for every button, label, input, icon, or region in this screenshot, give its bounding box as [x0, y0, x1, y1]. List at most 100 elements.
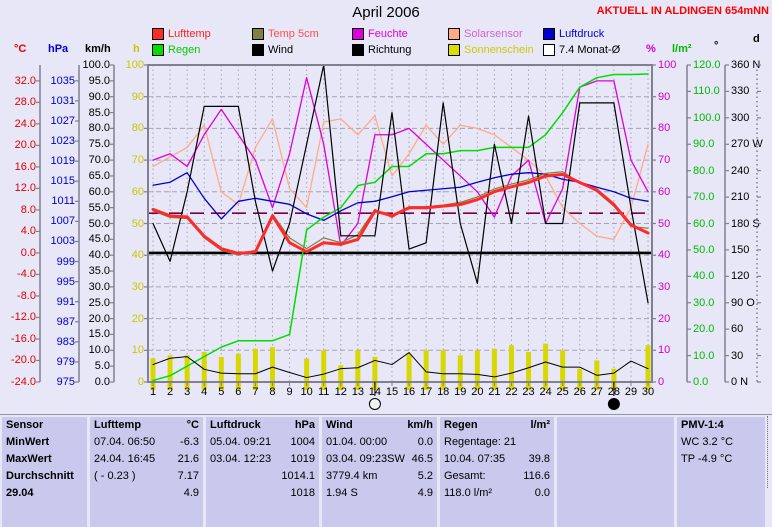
tick-label-h: 20 — [131, 312, 144, 325]
tick-label-deg: 270 W — [731, 138, 763, 151]
table-cell: 1014.1 — [210, 468, 315, 485]
day-label: 23 — [522, 386, 535, 398]
tick-label-deg: 0 N — [731, 376, 749, 388]
day-label: 30 — [641, 386, 655, 398]
cell-text: PMV-1:4 — [681, 419, 724, 431]
tick-label-temp: -12.0 — [10, 311, 36, 324]
tick-label-kmh: 90.0 — [88, 90, 110, 103]
tick-label-pct: 80 — [658, 122, 671, 135]
tick-label-lm2: 70.0 — [693, 191, 715, 204]
cell-text: 03.04. 09:23SW — [326, 453, 405, 465]
tick-label-kmh: 65.0 — [88, 169, 110, 182]
bar-sonnenschein — [252, 348, 258, 390]
legend-swatch-icon — [543, 44, 555, 56]
tick-label-kmh: 0.0 — [94, 376, 110, 388]
tick-label-deg: 330 — [731, 85, 750, 98]
tick-label-h: 10 — [131, 344, 144, 357]
legend-item-regen: Regen — [152, 44, 200, 56]
bar-sonnenschein — [184, 355, 190, 390]
table-cell — [561, 468, 670, 485]
table-cell: PMV-1:4 — [681, 417, 761, 434]
legend-label: Feuchte — [368, 28, 408, 40]
bar-sonnenschein — [543, 343, 549, 390]
table-cell: Luftdruck hPa — [210, 417, 315, 434]
bar-sonnenschein — [526, 351, 532, 390]
series-luftdruck — [152, 172, 649, 222]
bar-sonnenschein — [611, 368, 617, 390]
legend-swatch-icon — [543, 28, 555, 40]
cell-value: 116.6 — [523, 470, 550, 482]
table-row-label: Durchschnitt — [6, 468, 83, 485]
cell-text: 05.04. 09:21 — [210, 436, 272, 448]
tick-label-lm2: 110.0 — [693, 85, 720, 98]
legend-label: 7.4 Monat-Ø — [559, 44, 621, 56]
table-cell: 24.04. 16:45 21.6 — [94, 451, 199, 468]
table-col-empty — [557, 417, 674, 527]
tick-label-temp: 8.0 — [20, 203, 36, 216]
tick-label-kmh: 85.0 — [88, 106, 110, 119]
tick-label-kmh: 5.0 — [94, 360, 110, 373]
legend-item-sonnenschein: Sonnenschein — [448, 44, 534, 56]
series-richtung — [152, 64, 649, 304]
moon-phase-full-icon — [368, 398, 381, 410]
tick-label-lm2: 30.0 — [693, 296, 715, 309]
cell-text: Regentage: 21 — [444, 436, 517, 448]
table-cell: ( - 0.23 ) 7.17 — [94, 468, 199, 485]
bar-sonnenschein — [508, 345, 514, 390]
legend-swatch-icon — [352, 28, 364, 40]
cell-value: 39.8 — [528, 453, 550, 465]
day-label: 15 — [385, 386, 399, 398]
row-label-text: Durchschnitt — [6, 470, 74, 482]
tick-label-lm2: 60.0 — [693, 217, 715, 230]
tick-label-hpa: 995 — [56, 275, 75, 288]
tick-label-lm2: 40.0 — [693, 270, 715, 283]
table-row-label: MinWert — [6, 434, 83, 451]
legend-swatch-icon — [352, 44, 364, 56]
table-cell — [681, 468, 761, 485]
tick-label-pct: 30 — [658, 280, 671, 293]
legend-label: Regen — [168, 44, 201, 56]
tick-label-h: 40 — [131, 249, 144, 262]
cell-text: 118.0 l/m² — [444, 487, 493, 499]
day-label: 21 — [488, 386, 501, 398]
table-cell: 1.94 S 4.9 — [326, 485, 433, 502]
tick-label-hpa: 1027 — [50, 115, 75, 127]
tick-label-hpa: 975 — [56, 376, 75, 388]
tick-label-deg: 150 — [731, 243, 750, 256]
bar-sonnenschein — [577, 368, 583, 390]
tick-label-lm2: 100.0 — [693, 111, 721, 124]
tick-label-kmh: 80.0 — [88, 122, 110, 135]
tick-label-hpa: 1031 — [50, 94, 75, 107]
tick-label-pct: 60 — [658, 185, 671, 198]
bar-sonnenschein — [440, 350, 446, 390]
cell-text: Lufttemp — [94, 419, 142, 431]
table-cell: Regentage: 21 — [444, 434, 550, 451]
table-cell: Regen l/m² — [444, 417, 550, 434]
tick-label-temp: 16.0 — [14, 160, 36, 173]
table-col-pmv: PMV-1:4 WC 3.2 °C TP -4.9 °C — [677, 417, 765, 527]
day-label: 10 — [300, 386, 313, 398]
tick-label-h: 0 — [137, 376, 144, 388]
bar-sonnenschein — [355, 350, 361, 390]
tick-label-kmh: 15.0 — [88, 328, 110, 341]
day-label: 12 — [334, 386, 347, 398]
day-label: 19 — [454, 386, 467, 398]
tick-label-lm2: 20.0 — [693, 323, 715, 336]
legend-item-richtung: Richtung — [352, 44, 411, 56]
bar-sonnenschein — [304, 358, 310, 390]
tick-label-deg: 240 — [731, 164, 750, 177]
bar-sonnenschein — [201, 351, 207, 390]
day-label: 22 — [505, 386, 518, 398]
tick-label-deg: 90 O — [731, 296, 755, 309]
tick-label-hpa: 987 — [56, 315, 75, 328]
legend-item-7-4-monat-: 7.4 Monat-Ø — [543, 44, 620, 56]
table-cell: 10.04. 07:35 39.8 — [444, 451, 550, 468]
day-label: 11 — [317, 386, 330, 398]
bar-sonnenschein — [235, 353, 241, 390]
cell-value: 4.9 — [183, 487, 199, 499]
cell-text: TP -4.9 °C — [681, 453, 733, 465]
table-cell: 03.04. 09:23SW 46.5 — [326, 451, 433, 468]
tick-label-pct: 50 — [658, 217, 671, 230]
tick-label-temp: 12.0 — [14, 182, 36, 195]
cell-value: -6.3 — [180, 436, 199, 448]
